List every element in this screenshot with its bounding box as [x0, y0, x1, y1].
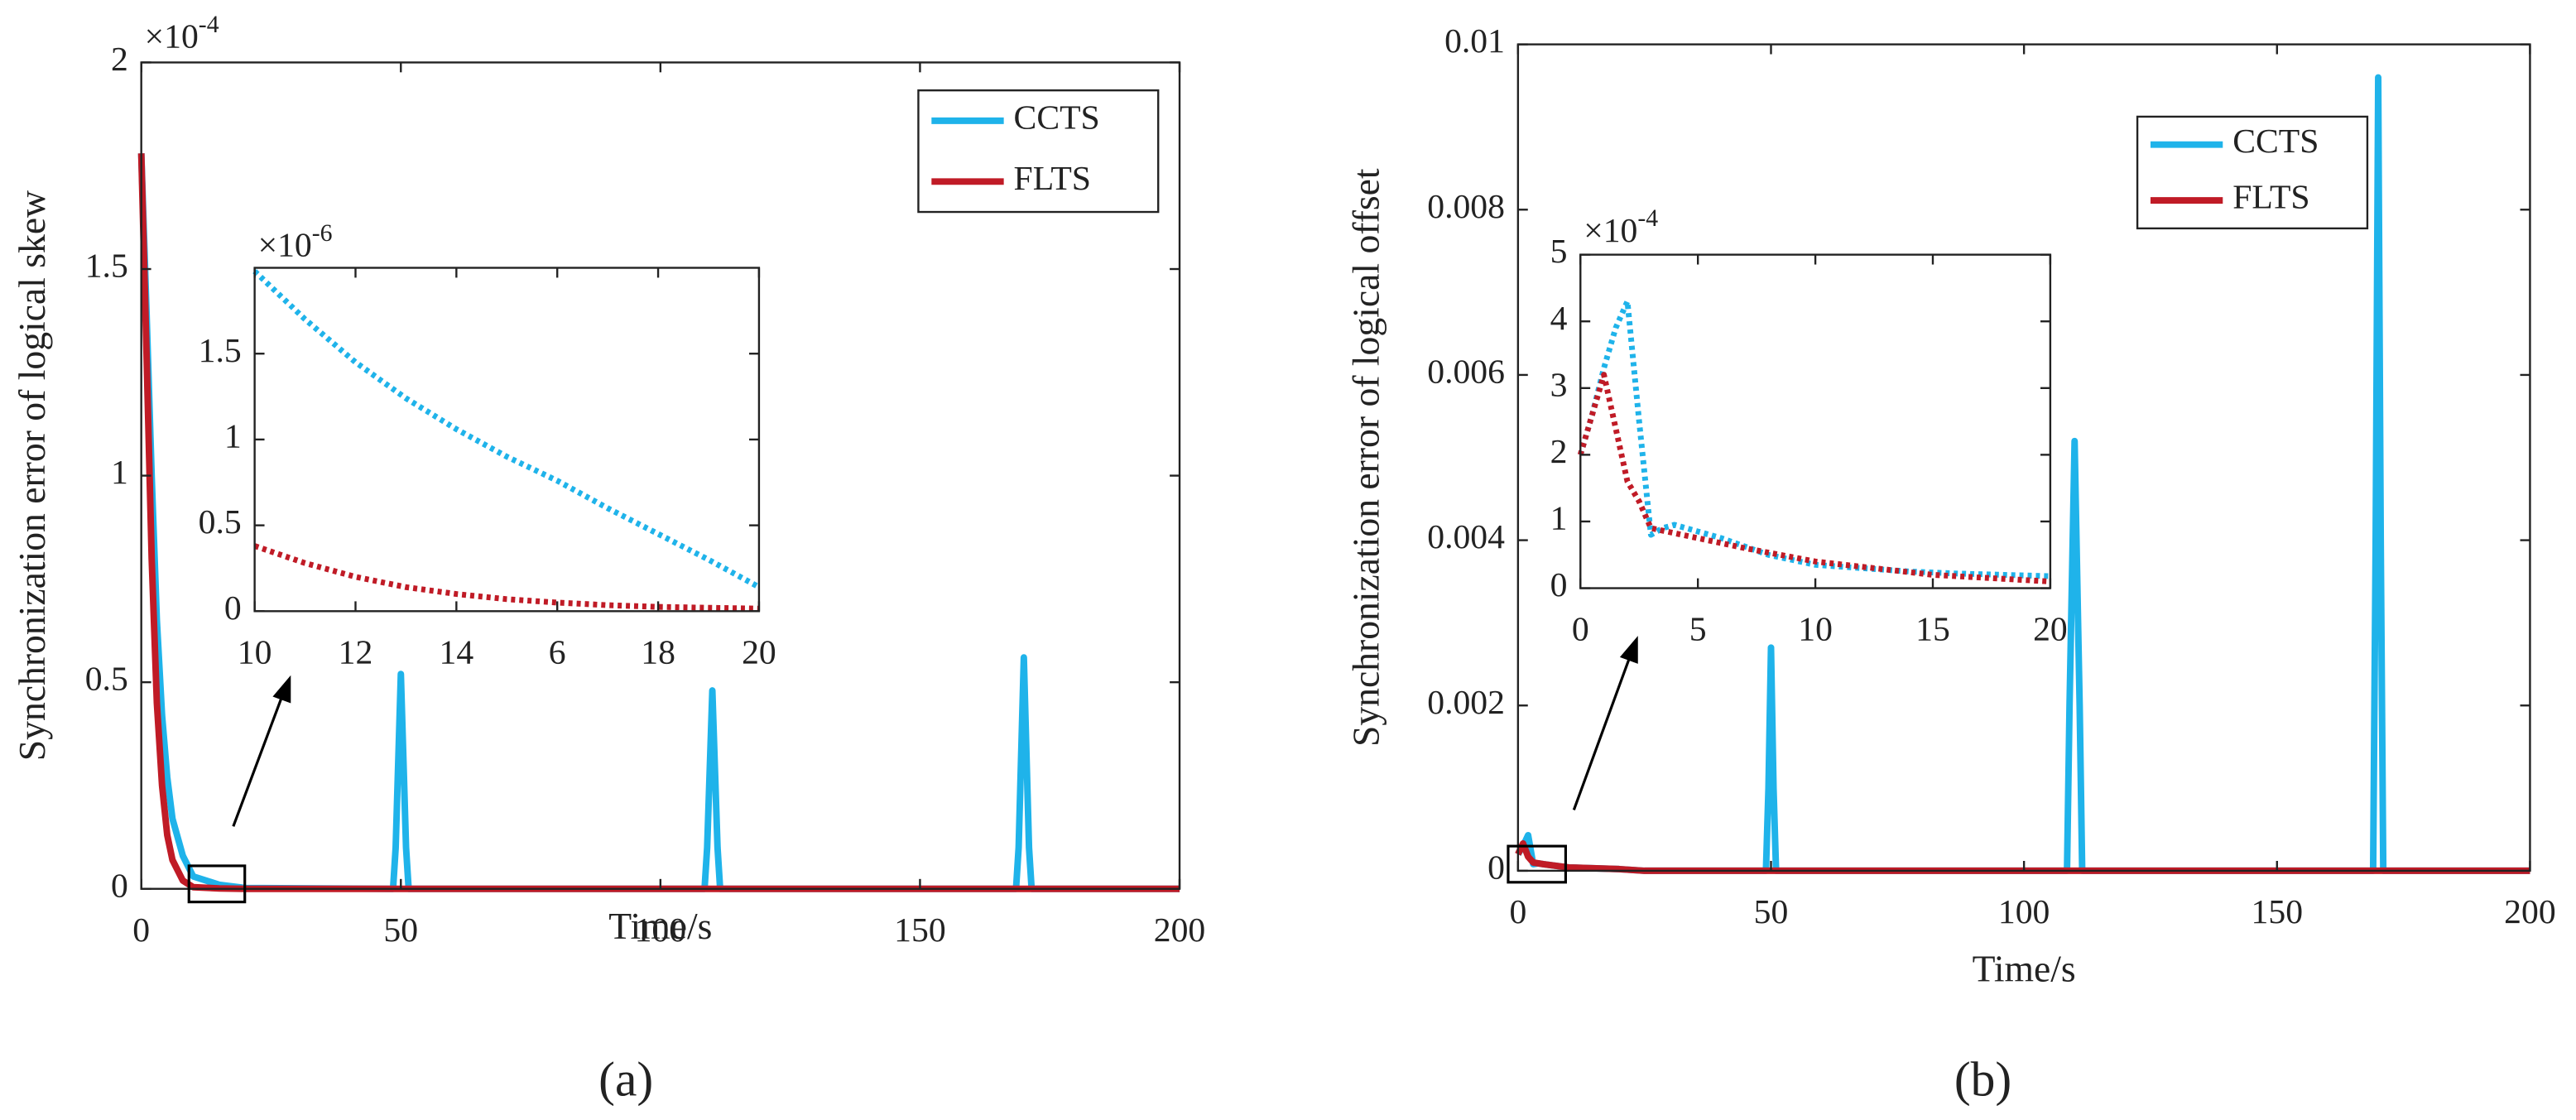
x-tick-label: 12 — [339, 633, 373, 671]
x-tick-label: 200 — [1154, 911, 1205, 949]
y-tick-label: 0.01 — [1444, 22, 1505, 60]
panel-label: (b) — [1954, 1052, 2011, 1107]
y-tick-label: 0.5 — [85, 661, 128, 699]
panel-label: (a) — [598, 1052, 653, 1107]
y-tick-label: 3 — [1550, 366, 1568, 404]
y-axis-label: Synchronization error of logical skew — [11, 190, 53, 761]
y-tick-label: 0 — [111, 867, 128, 905]
x-tick-label: 5 — [1689, 611, 1707, 649]
y-tick-label: 1.5 — [85, 248, 128, 286]
data-line — [1577, 372, 2051, 584]
legend-label: CCTS — [1014, 99, 1100, 137]
y-tick-label: 4 — [1550, 300, 1568, 338]
y-tick-label: 0.006 — [1427, 353, 1505, 391]
y-tick-label: 5 — [1550, 233, 1568, 271]
inset-b: 0 5 10 15 20 0 1 2 3 4 5 ×10-4 — [1550, 204, 2068, 649]
x-tick-label: 10 — [238, 633, 272, 671]
y-tick-label: 2 — [1550, 433, 1568, 471]
x-tick-label: 100 — [1998, 893, 2050, 931]
data-line — [253, 543, 759, 612]
multiplier-base: ×10 — [258, 226, 312, 264]
y-multiplier: ×10-6 — [258, 219, 333, 265]
y-tick-label: 1 — [224, 417, 242, 455]
multiplier-exponent: -4 — [1637, 204, 1658, 232]
arrow — [232, 694, 284, 827]
y-tick-label: 0 — [1550, 566, 1568, 604]
multiplier-base: ×10 — [145, 17, 199, 55]
arrow — [1572, 656, 1632, 811]
y-tick-label: 1.5 — [199, 332, 242, 370]
y-tick-label: 0.008 — [1427, 188, 1505, 226]
legend-box — [2136, 115, 2369, 230]
y-tick-label: 2 — [111, 41, 128, 79]
multiplier-exponent: -4 — [199, 11, 219, 38]
x-tick-label: 20 — [2033, 611, 2068, 649]
x-tick-label: 6 — [549, 633, 566, 671]
x-tick-label: 0 — [132, 911, 150, 949]
y-tick-label: 0.002 — [1427, 684, 1505, 722]
x-tick-label: 150 — [2252, 893, 2303, 931]
y-multiplier: ×10-4 — [1584, 204, 1658, 250]
y-tick-label: 0 — [1487, 848, 1505, 887]
data-line — [252, 269, 761, 590]
plot-area — [254, 267, 759, 612]
x-tick-label: 20 — [742, 633, 776, 671]
x-tick-label: 50 — [383, 911, 418, 949]
multiplier-base: ×10 — [1584, 211, 1637, 249]
y-axis-label: Synchronization error of logical offset — [1345, 168, 1387, 747]
y-tick-label: 0.5 — [199, 503, 242, 541]
data-line — [137, 153, 1180, 892]
x-tick-label: 0 — [1572, 611, 1589, 649]
x-tick-label: 50 — [1754, 893, 1789, 931]
y-tick-label: 0 — [224, 589, 242, 627]
x-tick-label: 18 — [641, 633, 675, 671]
x-tick-label: 10 — [1798, 611, 1833, 649]
data-line — [1577, 298, 2050, 579]
y-multiplier: ×10-4 — [145, 11, 219, 56]
legend-label: CCTS — [2232, 123, 2319, 161]
x-tick-label: 0 — [1509, 893, 1526, 931]
zoom-marker-a — [187, 675, 291, 904]
zoom-box — [187, 864, 247, 904]
x-axis-label: Time/s — [608, 905, 712, 947]
arrow-head — [272, 675, 291, 704]
zoom-marker-b — [1507, 636, 1638, 884]
x-tick-label: 100 — [635, 911, 686, 949]
legend-box — [917, 89, 1160, 214]
multiplier-exponent: -6 — [312, 219, 333, 247]
x-tick-label: 150 — [894, 911, 945, 949]
zoom-box — [1507, 844, 1568, 884]
x-tick-label: 200 — [2504, 893, 2555, 931]
legend-label: FLTS — [2232, 179, 2309, 217]
inset-a: 10 12 14 6 18 20 0 0.5 1 1.5 ×10-6 — [199, 219, 776, 672]
x-tick-label: 15 — [1915, 611, 1950, 649]
plot-area — [1580, 254, 2050, 589]
y-tick-label: 1 — [1550, 500, 1568, 538]
legend-label: FLTS — [1014, 160, 1091, 198]
y-tick-label: 1 — [111, 454, 128, 492]
x-tick-label: 14 — [440, 633, 474, 671]
arrow-head — [1619, 636, 1638, 664]
x-axis-label: Time/s — [1973, 947, 2076, 989]
y-tick-label: 0.004 — [1427, 518, 1505, 556]
